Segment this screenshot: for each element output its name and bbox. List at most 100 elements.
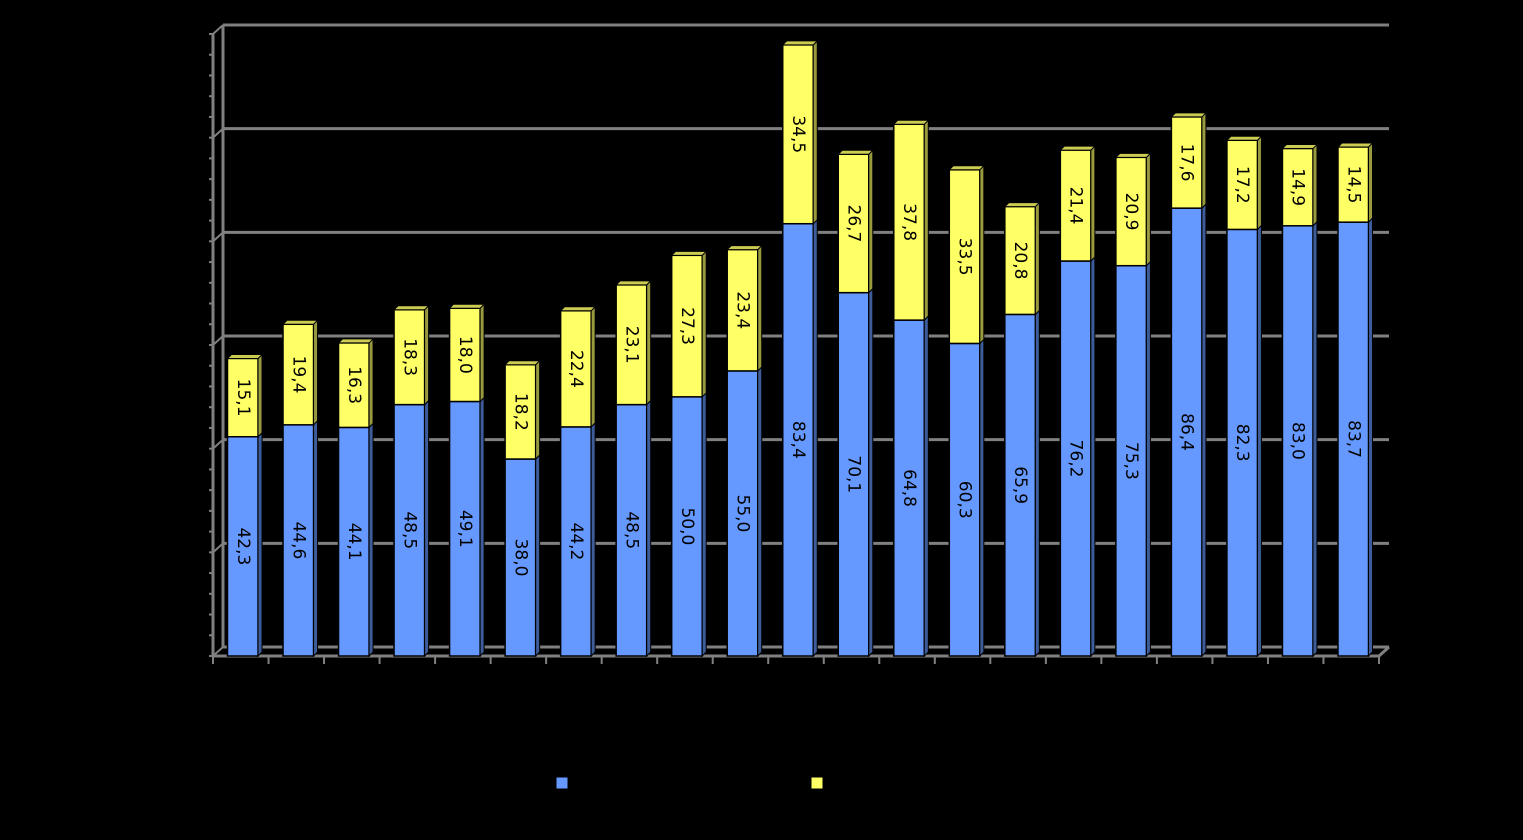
legend [555, 776, 824, 790]
bar-segment-blue-side [1034, 309, 1040, 658]
bar-segment-yellow-top [892, 119, 930, 125]
bar-segment-yellow [559, 310, 592, 428]
bar-segment-blue-side [257, 431, 263, 658]
bar-segment-blue-side [1145, 260, 1151, 658]
bar-segment-yellow [948, 169, 981, 345]
data-label: 65,9 [1010, 466, 1030, 504]
data-label: 48,5 [621, 511, 641, 549]
bar-segment-yellow-top [614, 280, 652, 286]
data-label: 44,6 [288, 521, 308, 559]
bar-segment-yellow-side [1145, 152, 1151, 267]
data-label: 38,0 [510, 539, 530, 577]
bar-segment-yellow-side [257, 353, 263, 438]
bar-segment-blue-side [590, 421, 596, 658]
bar-segment-yellow-side [646, 279, 652, 406]
bar-segment-blue [1059, 260, 1092, 657]
bar-segment-blue-side [424, 399, 430, 658]
data-label: 15,1 [233, 379, 253, 417]
bar-segment-blue-side [1090, 255, 1096, 658]
bar-segment-yellow-side [701, 250, 707, 399]
bar-segment-yellow-top [837, 149, 874, 155]
bar-segment-yellow [1337, 146, 1370, 223]
bar-segment-yellow-top [226, 353, 264, 359]
bar-segment-blue-side [1201, 202, 1207, 658]
data-label: 44,1 [344, 523, 364, 561]
data-label: 18,3 [399, 338, 419, 376]
data-label: 23,1 [621, 326, 641, 364]
bar-segment-blue-side [812, 218, 818, 658]
gridline-depth [212, 127, 224, 139]
data-label: 20,8 [1010, 242, 1030, 280]
data-label: 34,5 [788, 115, 808, 153]
bar-segment-yellow-side [1034, 201, 1040, 316]
data-label: 44,2 [566, 523, 586, 561]
bar-segment-yellow [781, 44, 815, 225]
bar-segment-yellow-top [1170, 112, 1208, 118]
data-label: 60,3 [955, 481, 975, 519]
data-label: 64,8 [899, 469, 919, 507]
gridline-depth [212, 542, 224, 554]
bar-segment-blue [448, 400, 481, 657]
bar-segment-blue-side [1368, 216, 1374, 658]
data-label: 37,8 [899, 203, 919, 241]
bar-segment-yellow [726, 248, 759, 372]
bar-segment-yellow-top [948, 165, 986, 171]
data-label: 83,0 [1288, 422, 1308, 460]
bar-segment-yellow-side [590, 305, 596, 429]
bar-segment-blue-side [479, 396, 485, 658]
bar-segment-yellow-side [757, 244, 763, 373]
bar-segment-yellow-top [670, 250, 708, 256]
bar-segment-blue-side [868, 287, 874, 658]
data-label: 83,7 [1343, 420, 1363, 458]
data-label: 70,1 [844, 455, 864, 493]
bar-segment-blue [948, 342, 981, 657]
gridline-depth [212, 24, 224, 35]
bar-segment-yellow-side [1256, 135, 1262, 231]
bar-segment-yellow-top [1281, 144, 1319, 150]
data-label: 17,2 [1232, 166, 1252, 204]
data-label: 42,3 [233, 527, 253, 565]
bar-segment-yellow [615, 284, 648, 406]
bar-segment-blue [781, 222, 815, 657]
data-label: 82,3 [1232, 424, 1252, 462]
bar-segment-blue-side [1312, 220, 1318, 658]
bar-segment-yellow-top [1059, 145, 1097, 151]
bar-segment-blue [837, 291, 870, 657]
bar-segment-blue-side [313, 419, 319, 658]
bar-segment-blue [893, 319, 926, 657]
bar-segment-blue [559, 426, 592, 657]
bar-segment-blue-side [923, 314, 929, 658]
gridline-depth [212, 335, 224, 346]
bar-segment-yellow-side [868, 149, 874, 294]
data-label: 49,1 [455, 510, 475, 548]
bar-segment-yellow-side [979, 164, 985, 345]
legend-swatch [810, 776, 824, 790]
bar-segment-yellow-side [368, 337, 374, 429]
x-axis-depth [1377, 645, 1391, 658]
data-label: 86,4 [1177, 413, 1197, 451]
bar-segment-yellow [1115, 156, 1148, 267]
bar-segment-blue [1281, 225, 1314, 657]
data-label: 48,5 [399, 511, 419, 549]
bar-segment-yellow-side [479, 302, 485, 403]
bar-segment-blue [1337, 221, 1370, 657]
bar-segment-blue-side [646, 399, 652, 658]
bar-segment-yellow-side [1090, 144, 1096, 263]
bar-segment-yellow-top [392, 305, 430, 311]
data-label: 21,4 [1066, 187, 1086, 225]
bar-segment-yellow-side [1312, 143, 1318, 227]
bar-segment-yellow-side [1201, 111, 1207, 210]
bar-segment-yellow [226, 357, 259, 438]
bar-segment-yellow-side [313, 319, 319, 427]
data-label: 18,0 [455, 336, 475, 374]
bar-segment-yellow-side [923, 118, 929, 322]
gridline-depth [212, 438, 224, 450]
bar-segment-blue [1115, 264, 1148, 657]
bar-segment-blue [393, 403, 426, 657]
data-label: 76,2 [1066, 440, 1086, 478]
bar-segment-yellow [337, 342, 370, 429]
gridline-depth [212, 231, 224, 243]
bar-segment-blue [282, 424, 315, 657]
data-label: 23,4 [732, 291, 752, 329]
